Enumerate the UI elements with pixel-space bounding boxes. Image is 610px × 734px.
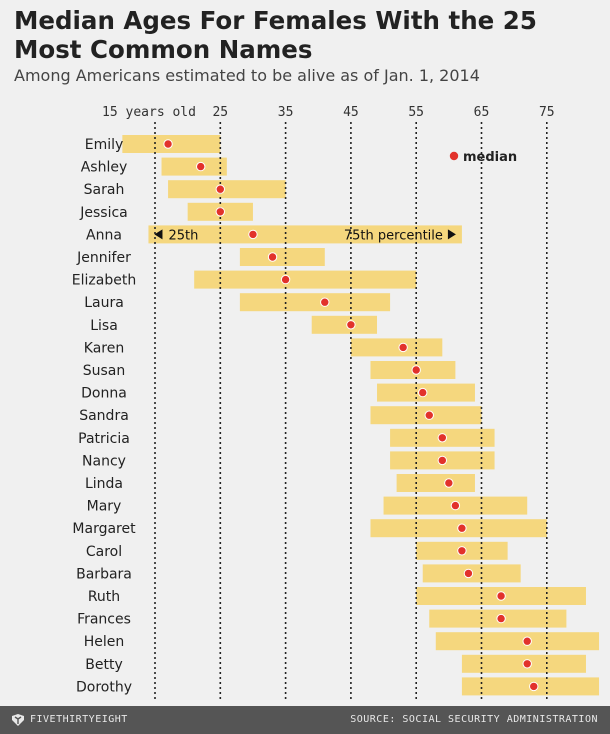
row-label: Margaret — [72, 521, 136, 537]
row-label: Donna — [81, 386, 127, 402]
range-bar — [239, 248, 325, 266]
median-dot — [411, 365, 421, 375]
row-label: Nancy — [82, 453, 126, 469]
arrow-left-icon — [154, 229, 163, 240]
range-bar — [148, 225, 462, 244]
row-label: Laura — [84, 295, 124, 311]
tick-label: 35 — [278, 105, 294, 120]
tick-label: 15 years old — [102, 105, 196, 120]
row-label: Betty — [85, 657, 122, 673]
median-dot — [196, 161, 206, 172]
range-bars-layer — [122, 135, 600, 696]
row-label: Ashley — [81, 160, 128, 176]
row-label: Elizabeth — [72, 273, 136, 289]
range-bar — [194, 270, 417, 289]
row-label: Ruth — [88, 589, 120, 605]
median-dot — [163, 139, 173, 149]
median-dot — [457, 523, 467, 533]
median-dot — [215, 207, 226, 217]
median-dot — [463, 568, 474, 579]
footer-bar: FIVETHIRTYEIGHT SOURCE: SOCIAL SECURITY … — [0, 706, 610, 734]
tick-label: 55 — [408, 105, 424, 120]
median-dot — [522, 659, 532, 669]
range-dot-chart: Emily Ashley Sarah Jessica Anna Jennifer Eliza… — [72, 105, 600, 699]
row-label: Lisa — [90, 318, 118, 334]
median-dot — [248, 229, 258, 240]
median-dot — [424, 410, 434, 420]
median-dot — [280, 274, 291, 285]
row-label: Karen — [84, 340, 124, 356]
median-dot — [496, 613, 506, 624]
median-dot — [267, 252, 278, 262]
annotation-25th: 25th — [168, 228, 198, 243]
median-dot — [398, 342, 408, 353]
row-label: Sandra — [79, 408, 129, 424]
median-dot — [444, 478, 454, 488]
median-dot — [320, 297, 330, 307]
tick-label: 25 — [212, 105, 228, 120]
row-label: Sarah — [84, 182, 125, 198]
range-bar — [435, 632, 600, 651]
range-bar — [161, 157, 227, 176]
legend-median-label: median — [463, 150, 517, 165]
median-dot — [496, 591, 506, 601]
median-dot — [457, 546, 467, 556]
row-label: Carol — [86, 544, 122, 560]
tick-label: 65 — [474, 105, 490, 120]
range-bar — [239, 293, 391, 312]
median-dots-layer — [163, 139, 539, 692]
row-label: Frances — [77, 612, 131, 628]
range-bar — [396, 474, 475, 492]
row-label: Helen — [84, 634, 125, 650]
row-label: Dorothy — [76, 679, 132, 695]
annotation-75th: 75th percentile — [344, 228, 443, 243]
row-label: Mary — [87, 499, 122, 515]
tick-label: 75 — [539, 105, 555, 120]
annotations-layer: median 25th 75th percentile — [154, 150, 517, 243]
row-labels-layer: Emily Ashley Sarah Jessica Anna Jennifer Eliza… — [72, 137, 136, 695]
row-label: Barbara — [76, 566, 132, 582]
row-label: Anna — [86, 227, 122, 243]
median-dot — [529, 681, 539, 692]
row-label: Patricia — [78, 431, 130, 447]
row-label: Emily — [85, 137, 124, 153]
median-dot — [418, 387, 428, 398]
median-dot — [437, 455, 448, 466]
median-dot — [346, 320, 356, 330]
range-bar — [168, 180, 286, 199]
row-label: Jessica — [79, 205, 128, 221]
fivethirtyeight-logo-icon — [12, 714, 24, 726]
footer-source: SOURCE: SOCIAL SECURITY ADMINISTRATION — [350, 714, 598, 725]
median-dot — [437, 433, 448, 443]
row-label: Susan — [83, 363, 126, 379]
legend-median-dot — [449, 151, 459, 161]
chart-title: Median Ages For Females With the 25 Most… — [14, 6, 537, 64]
tick-labels-layer: 15 years old 25 35 45 55 65 75 — [102, 105, 555, 120]
tick-label: 45 — [343, 105, 359, 120]
range-bar — [311, 315, 378, 334]
footer-brand: FIVETHIRTYEIGHT — [30, 714, 128, 725]
row-label: Jennifer — [76, 250, 131, 266]
row-label: Linda — [85, 476, 123, 492]
gridlines-layer — [154, 122, 548, 699]
median-dot — [450, 500, 461, 511]
arrow-right-icon — [447, 229, 456, 240]
range-bar — [350, 338, 443, 357]
median-dot — [215, 184, 226, 194]
median-dot — [522, 636, 532, 646]
chart-subtitle: Among Americans estimated to be alive as… — [14, 66, 480, 85]
